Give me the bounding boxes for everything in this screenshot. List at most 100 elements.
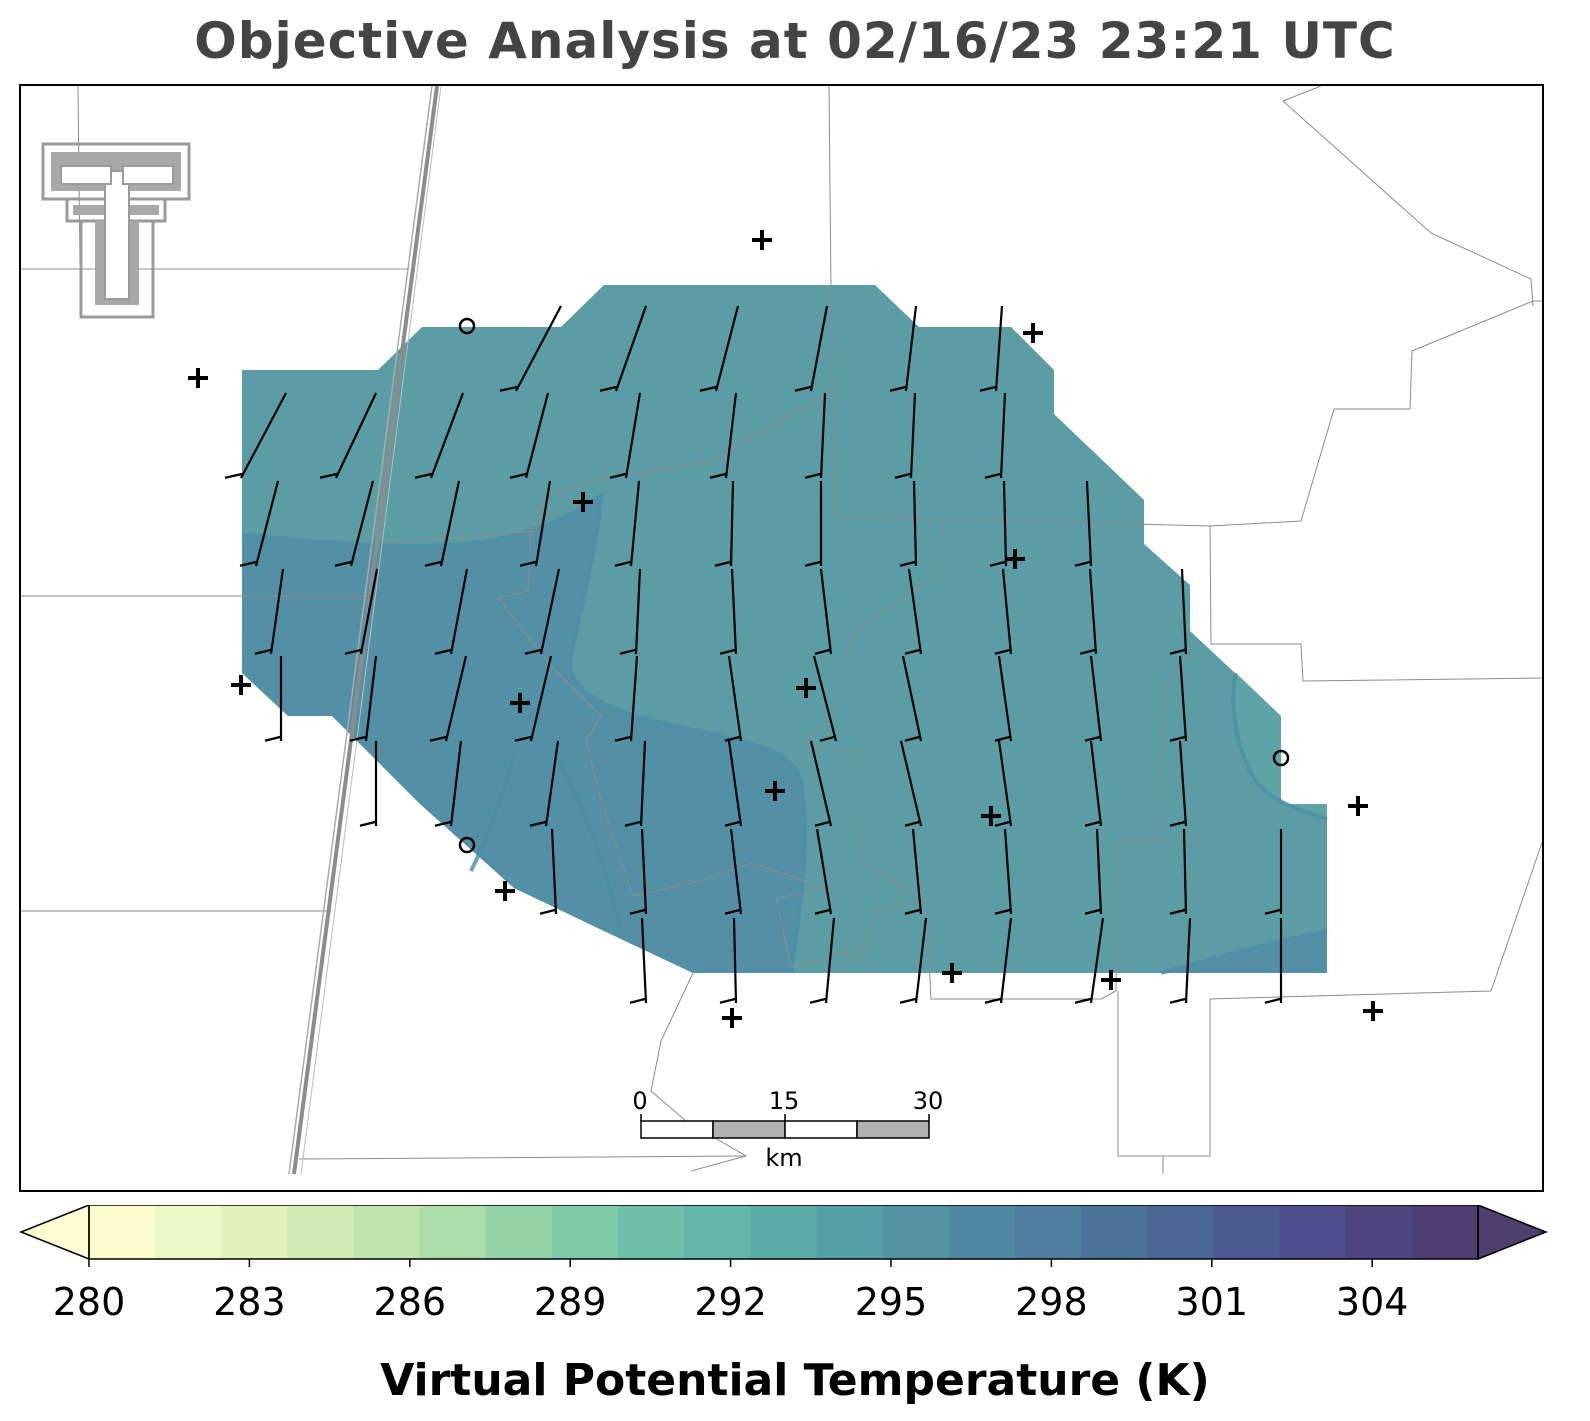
wind-barb (994, 828, 1013, 915)
colorbar-cell (750, 1205, 818, 1259)
wind-barb (1074, 917, 1105, 1004)
wind-barb (979, 305, 1004, 392)
wind-barb (809, 740, 833, 827)
wind-barb (499, 305, 562, 392)
scale-label-30: 30 (912, 1087, 944, 1115)
wind-barb (899, 917, 928, 1004)
wind-barb (1169, 740, 1188, 827)
wind-barb (539, 828, 558, 915)
wind-barb (899, 740, 923, 827)
station-circle-marker (458, 317, 476, 335)
station-plus-marker (1348, 796, 1368, 816)
wind-barb (1169, 568, 1188, 655)
colorbar-cell (882, 1205, 950, 1259)
wind-barb (889, 305, 918, 392)
wind-barb (1264, 829, 1283, 915)
colorbar-cell (419, 1205, 487, 1259)
wind-barb (254, 568, 285, 655)
map-title: Objective Analysis at 02/16/23 23:21 UTC (194, 12, 1396, 70)
wind-barb (239, 480, 280, 567)
wind-barb (1079, 568, 1098, 655)
wind-barb (614, 655, 639, 742)
wind-barb (629, 828, 648, 915)
wind-barbs (224, 305, 1283, 1004)
colorbar-tick-label: 292 (694, 1280, 767, 1324)
station-markers (188, 230, 1383, 1028)
colorbar-tick-label: 289 (533, 1280, 607, 1324)
station-circle-marker (1272, 749, 1290, 767)
wind-barb (899, 480, 918, 567)
colorbar-cell (221, 1205, 288, 1259)
wind-barb (699, 305, 740, 392)
wind-barb (894, 392, 917, 479)
colorbar (18, 1205, 1549, 1267)
map-panel[interactable] (19, 84, 1544, 1192)
colorbar-cell (1411, 1205, 1479, 1259)
colorbar-tick-label: 280 (52, 1280, 126, 1324)
colorbar-tick-label: 304 (1335, 1280, 1409, 1324)
wind-barb (994, 568, 1013, 655)
colorbar-cell (618, 1205, 685, 1259)
colorbar-tick-label: 283 (213, 1280, 286, 1324)
wind-barb (1084, 828, 1103, 915)
colorbar-tick-label: 298 (1015, 1280, 1088, 1324)
colorbar-cell (948, 1205, 1016, 1259)
colorbar-tick-label: 301 (1175, 1280, 1249, 1324)
colorbar-cell (155, 1205, 222, 1259)
wind-barb (724, 740, 743, 827)
wind-barb (1084, 740, 1103, 827)
station-circle-marker (458, 836, 476, 854)
colorbar-under-arrow (18, 1205, 90, 1261)
colorbar-cell (552, 1205, 619, 1259)
station-plus-marker (765, 781, 785, 801)
station-plus-marker (1005, 549, 1025, 569)
wind-barb (901, 655, 923, 742)
wind-barb (334, 480, 375, 567)
wind-barb (529, 740, 560, 827)
wind-barb (904, 568, 923, 655)
wind-barb (624, 740, 647, 827)
wind-barb (809, 917, 836, 1004)
colorbar-tick-label: 295 (854, 1280, 928, 1324)
field-region-warm (242, 496, 806, 973)
wind-barb (429, 655, 468, 742)
wind-barb (609, 392, 642, 479)
wind-barb (814, 828, 833, 915)
wind-barb (614, 480, 641, 567)
wind-barb (344, 568, 379, 655)
wind-barb (984, 917, 1013, 1004)
scale-label-15: 15 (768, 1087, 800, 1115)
wind-barb (514, 655, 553, 742)
colorbar-cell (287, 1205, 355, 1259)
wind-barb (359, 741, 378, 827)
colorbar-cell (684, 1205, 751, 1259)
wind-barb (984, 392, 1007, 479)
colorbar-cell (1279, 1205, 1347, 1259)
wind-barb (804, 481, 823, 567)
colorbar-cell (1015, 1205, 1082, 1259)
station-plus-marker (981, 806, 1001, 826)
colorbar-cell (353, 1205, 421, 1259)
analysis-field (241, 285, 1328, 975)
station-plus-marker (722, 1008, 742, 1028)
wind-barb (319, 392, 377, 479)
colorbar-tick-label: 286 (373, 1280, 447, 1324)
wind-barb (1169, 655, 1188, 742)
station-plus-marker (942, 963, 962, 983)
wind-barb (719, 917, 738, 1004)
wind-barb (434, 568, 469, 655)
wind-barb (434, 740, 463, 827)
wind-barb (724, 828, 743, 915)
field-region-cool (1233, 673, 1327, 819)
station-plus-marker (495, 881, 515, 901)
colorbar-cell (816, 1205, 884, 1259)
colorbar-cell (89, 1205, 156, 1259)
station-plus-marker (1023, 323, 1043, 343)
wind-barb (599, 305, 648, 392)
wind-barb (1264, 918, 1283, 1004)
wind-barb (224, 392, 287, 479)
station-plus-marker (796, 678, 816, 698)
wind-barb (509, 392, 550, 479)
wind-barb (414, 392, 465, 479)
colorbar-over-arrow (1477, 1205, 1549, 1261)
